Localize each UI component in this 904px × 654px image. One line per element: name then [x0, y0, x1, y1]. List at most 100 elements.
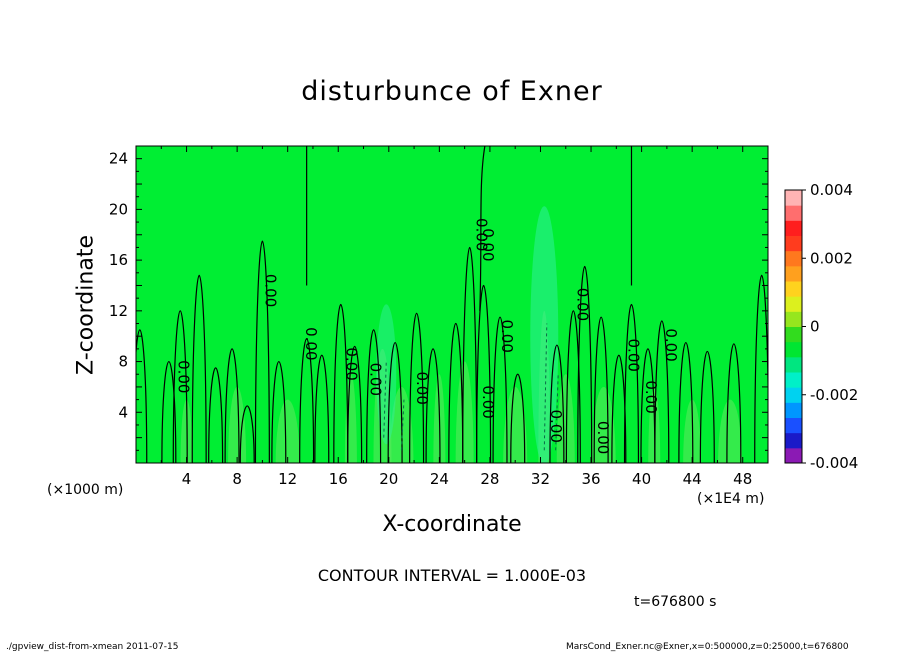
plot-area: 0.000.000.000.00 0.00 0.000.000.000.000.00…	[135, 145, 769, 464]
y-axis-label: Z-coordinate	[73, 235, 99, 375]
plot-frame	[135, 145, 769, 464]
contour-line	[409, 312, 425, 463]
contour-label: 0.00	[261, 274, 279, 307]
contour-line	[333, 303, 349, 463]
x-tick-label: 24	[430, 470, 449, 488]
contour-line	[492, 316, 508, 463]
contour-line	[239, 405, 255, 463]
x-tick-label: 36	[581, 470, 600, 488]
x-scale-note: (×1E4 m)	[697, 491, 765, 507]
colorbar-tick-label: 0	[810, 318, 820, 336]
contour-label: 0.00	[342, 347, 360, 380]
contour-line	[136, 329, 148, 463]
y-tick-label: 8	[118, 353, 128, 371]
contour-line	[577, 265, 593, 463]
field-patch	[718, 399, 743, 463]
colorbar-swatch	[785, 311, 802, 327]
contour-label: 0.00	[479, 228, 497, 261]
contour-line	[224, 348, 240, 463]
footer-left: ./gpview_dist-from-xmean 2011-07-15	[6, 642, 179, 652]
colorbar-swatch	[785, 205, 802, 221]
colorbar-swatch	[785, 281, 802, 297]
field-patch	[556, 374, 575, 463]
colorbar-swatch	[785, 220, 802, 236]
contour-interval: CONTOUR INTERVAL = 1.000E-03	[317, 566, 587, 585]
colorbar-swatch	[785, 296, 802, 312]
contour-line	[726, 343, 742, 463]
contour-line-negative	[383, 361, 387, 438]
contour-line	[678, 341, 694, 463]
y-tick-label: 16	[109, 251, 128, 269]
field-patch	[228, 386, 247, 463]
contour-line	[254, 240, 270, 463]
y-tick-label: 12	[109, 302, 128, 320]
contour-lines	[136, 146, 768, 463]
x-tick-label: 32	[531, 470, 550, 488]
contour-line	[208, 367, 224, 463]
y-axis-ticks: 4 8 12 16 20 24	[109, 145, 768, 464]
x-tick-label: 4	[182, 470, 192, 488]
contour-label: 0.00	[547, 410, 565, 443]
colorbar-swatch	[785, 250, 802, 267]
contour-line	[271, 360, 287, 463]
contour-label: 0.00	[473, 218, 491, 251]
y-tick-label: 20	[109, 200, 128, 218]
colorbar-swatch	[785, 447, 802, 464]
contour-line	[347, 345, 363, 463]
contour-line	[549, 344, 565, 463]
x-tick-label: 12	[278, 470, 297, 488]
field-patch	[455, 361, 474, 463]
contour-line	[462, 246, 478, 463]
colorbar-swatch	[785, 417, 802, 434]
colorbar-tick-label: -0.002	[810, 386, 858, 404]
contour-line-negative	[400, 399, 405, 451]
contour-line	[387, 341, 403, 463]
colorbar-swatch	[785, 235, 802, 252]
contour-label: 0.00	[498, 319, 516, 352]
field-patches	[180, 206, 743, 463]
contour-label: 0.00	[624, 339, 642, 372]
contour-label: 0.00	[366, 363, 384, 396]
colorbar: 0.004 0.002 0 -0.002 -0.004	[784, 181, 858, 472]
contour-line	[640, 348, 656, 463]
x-tick-label: 48	[733, 470, 752, 488]
contour-line	[565, 310, 581, 463]
x-tick-label: 8	[232, 470, 242, 488]
time-label: t=676800 s	[634, 594, 717, 610]
colorbar-tick-label: 0.004	[810, 181, 853, 199]
contour-label: 0.00	[594, 421, 612, 454]
colorbar-swatch	[785, 402, 802, 418]
x-axis-ticks: 4 8 12 16 20 24 28 32 36 40 44 48	[135, 146, 769, 488]
contour-label: 0.00	[574, 288, 592, 321]
field-patch-negative	[376, 304, 397, 445]
contour-label: 0.00	[662, 328, 680, 361]
colorbar-tick-label: 0.002	[810, 249, 853, 267]
x-tick-label: 20	[379, 470, 398, 488]
colorbar-swatch	[785, 341, 802, 358]
contour-line	[425, 348, 441, 463]
colorbar-swatch	[785, 265, 802, 282]
chart-title: disturbunce of Exner	[301, 76, 603, 107]
contour-line	[299, 338, 315, 463]
x-tick-label: 44	[683, 470, 702, 488]
contour-label: 0.00	[174, 360, 192, 393]
colorbar-swatch	[785, 387, 802, 403]
y-tick-label: 24	[109, 150, 128, 168]
contour-label: 0.00	[642, 380, 660, 413]
contour-label: 0.00	[302, 327, 320, 360]
y-tick-label: 4	[118, 403, 128, 421]
contour-line	[172, 310, 188, 463]
colorbar-swatch	[785, 372, 802, 388]
contour-label: 0.00	[479, 385, 497, 418]
x-axis-label: X-coordinate	[382, 512, 522, 537]
footer-right: MarsCond_Exner.nc@Exner,x=0:500000,z=0:2…	[566, 642, 849, 652]
x-tick-label: 16	[329, 470, 348, 488]
contour-line	[654, 320, 670, 463]
colorbar-swatch	[785, 356, 802, 373]
colorbar-tick-label: -0.004	[810, 454, 858, 472]
contour-line	[593, 316, 609, 463]
contour-line	[623, 303, 640, 463]
x-tick-label: 40	[632, 470, 651, 488]
contour-line-negative	[555, 374, 559, 451]
